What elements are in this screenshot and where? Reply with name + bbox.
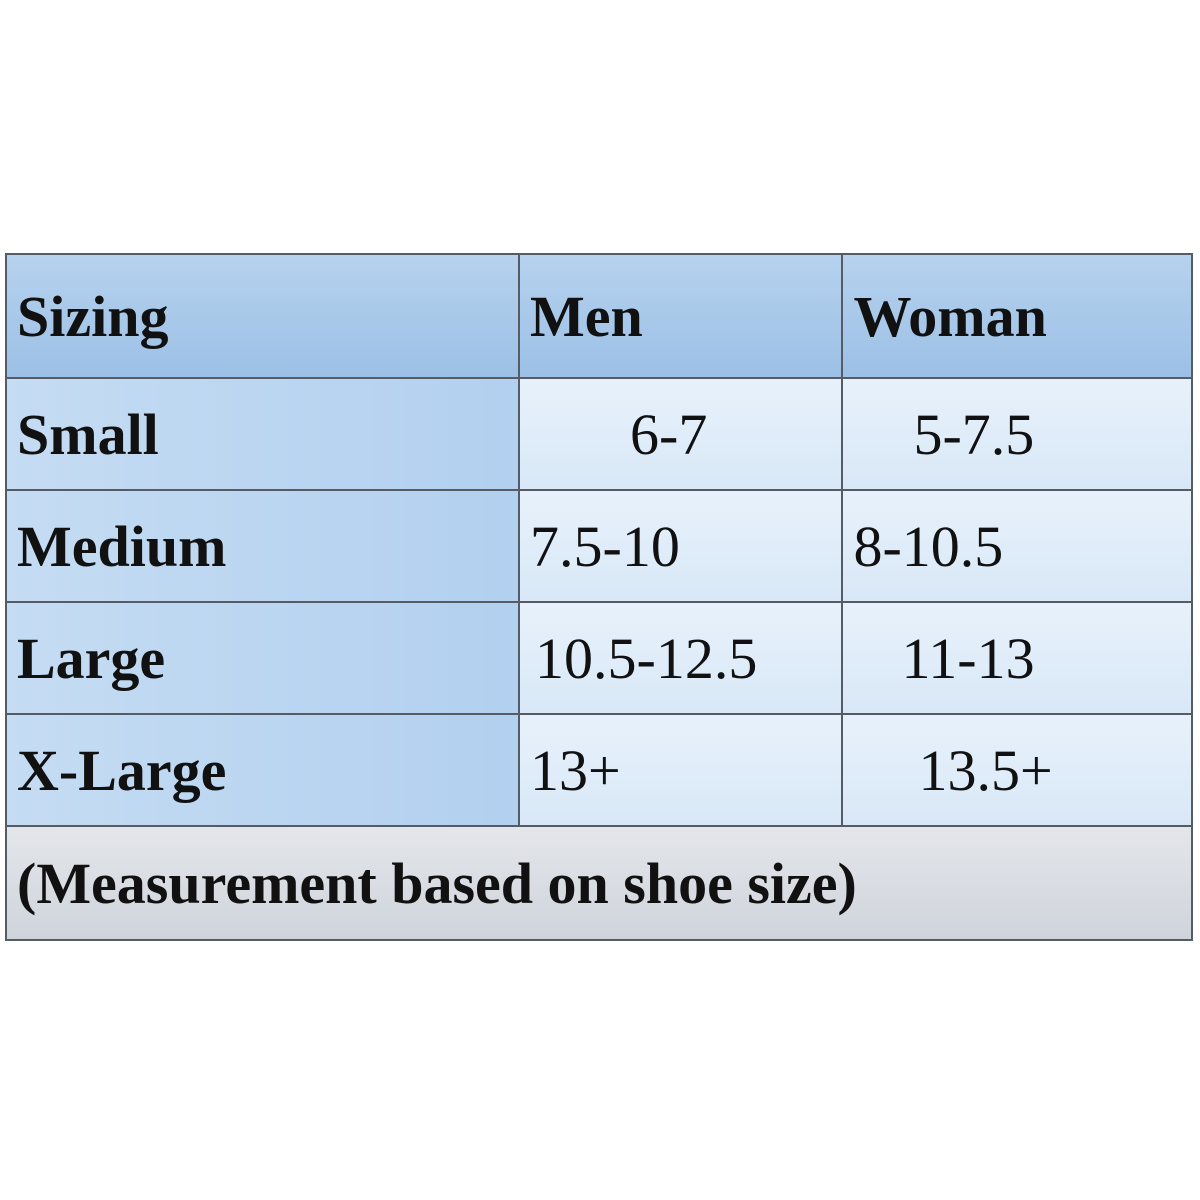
label-cell: Medium	[4, 489, 521, 603]
value-cell: 13.5+	[841, 713, 1193, 827]
label-cell: Small	[4, 377, 521, 491]
value-cell: 7.5-10	[518, 489, 844, 603]
label-cell: Large	[4, 601, 521, 715]
header-cell: Men	[518, 253, 844, 379]
header-cell: Woman	[841, 253, 1193, 379]
row: Small 6-7 5-7.5	[4, 377, 1193, 491]
value-cell: 8-10.5	[841, 489, 1193, 603]
footer-cell: (Measurement based on shoe size)	[5, 825, 1193, 941]
row: X-Large 13+ 13.5+	[4, 713, 1193, 827]
value-cell: 5-7.5	[841, 377, 1193, 491]
header-row: Sizing Men Woman	[4, 253, 1193, 379]
row: Large 10.5-12.5 11-13	[4, 601, 1193, 715]
value-cell: 11-13	[841, 601, 1193, 715]
value-cell: 13+	[518, 713, 844, 827]
header-cell: Sizing	[4, 253, 521, 379]
size-table: Sizing Men Woman Small 6-7 5-7.5 Medium 7.5-10 8…	[4, 253, 1193, 941]
value-cell: 6-7	[518, 377, 844, 491]
footer-row: (Measurement based on shoe size)	[5, 825, 1193, 941]
label-cell: X-Large	[4, 713, 521, 827]
value-cell: 10.5-12.5	[518, 601, 844, 715]
row: Medium 7.5-10 8-10.5	[4, 489, 1193, 603]
